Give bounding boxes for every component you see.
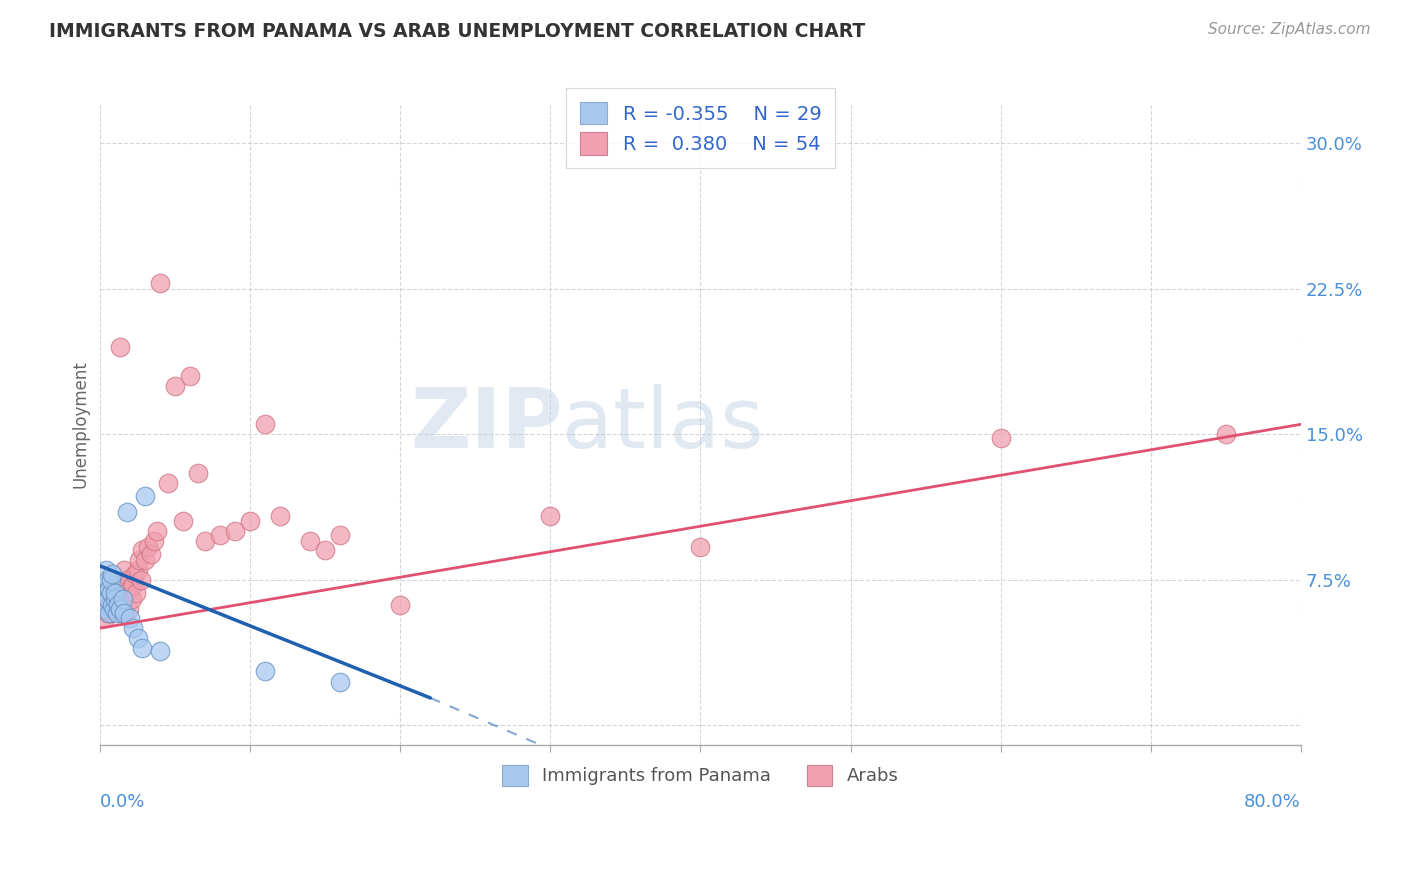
Point — [239, 515, 262, 529]
Point — [138, 540, 160, 554]
Point — [101, 598, 124, 612]
Point — [97, 573, 120, 587]
Point — [98, 582, 121, 597]
Point — [104, 586, 127, 600]
Point — [107, 586, 129, 600]
Point — [254, 664, 277, 678]
Point — [104, 592, 127, 607]
Point — [254, 417, 277, 432]
Point — [329, 675, 352, 690]
Point — [269, 508, 291, 523]
Point — [101, 606, 124, 620]
Point — [103, 601, 125, 615]
Point — [224, 524, 246, 538]
Point — [118, 601, 141, 615]
Text: atlas: atlas — [562, 384, 765, 465]
Point — [101, 586, 124, 600]
Point — [131, 543, 153, 558]
Point — [96, 563, 118, 577]
Point — [120, 611, 142, 625]
Point — [103, 578, 125, 592]
Point — [104, 592, 127, 607]
Point — [129, 573, 152, 587]
Point — [107, 598, 129, 612]
Point — [98, 598, 121, 612]
Point — [146, 524, 169, 538]
Point — [209, 528, 232, 542]
Point — [115, 586, 138, 600]
Point — [104, 573, 127, 587]
Point — [122, 621, 145, 635]
Point — [389, 598, 412, 612]
Point — [96, 592, 118, 607]
Point — [143, 533, 166, 548]
Point — [120, 582, 142, 597]
Point — [121, 592, 143, 607]
Text: IMMIGRANTS FROM PANAMA VS ARAB UNEMPLOYMENT CORRELATION CHART: IMMIGRANTS FROM PANAMA VS ARAB UNEMPLOYM… — [49, 22, 866, 41]
Point — [100, 582, 122, 597]
Point — [172, 515, 194, 529]
Point — [128, 553, 150, 567]
Point — [112, 606, 135, 620]
Point — [93, 601, 115, 615]
Point — [94, 611, 117, 625]
Point — [149, 644, 172, 658]
Point — [93, 601, 115, 615]
Point — [127, 563, 149, 577]
Point — [156, 475, 179, 490]
Point — [299, 533, 322, 548]
Point — [100, 573, 122, 587]
Point — [97, 592, 120, 607]
Text: 80.0%: 80.0% — [1244, 793, 1301, 811]
Point — [117, 573, 139, 587]
Y-axis label: Unemployment: Unemployment — [72, 360, 89, 488]
Point — [96, 578, 118, 592]
Point — [98, 606, 121, 620]
Point — [134, 489, 156, 503]
Point — [112, 563, 135, 577]
Point — [141, 547, 163, 561]
Text: ZIP: ZIP — [411, 384, 562, 465]
Point — [134, 553, 156, 567]
Point — [990, 431, 1012, 445]
Point — [97, 606, 120, 620]
Point — [105, 606, 128, 620]
Point — [111, 592, 134, 607]
Point — [117, 505, 139, 519]
Point — [101, 566, 124, 581]
Point — [1215, 427, 1237, 442]
Point — [94, 586, 117, 600]
Point — [105, 601, 128, 615]
Point — [127, 631, 149, 645]
Point — [122, 578, 145, 592]
Point — [125, 586, 148, 600]
Point — [179, 368, 201, 383]
Point — [329, 528, 352, 542]
Point — [149, 276, 172, 290]
Point — [111, 578, 134, 592]
Point — [108, 340, 131, 354]
Point — [187, 466, 209, 480]
Point — [110, 606, 132, 620]
Legend: Immigrants from Panama, Arabs: Immigrants from Panama, Arabs — [495, 758, 905, 793]
Point — [100, 586, 122, 600]
Point — [165, 378, 187, 392]
Text: Source: ZipAtlas.com: Source: ZipAtlas.com — [1208, 22, 1371, 37]
Point — [540, 508, 562, 523]
Text: 0.0%: 0.0% — [100, 793, 146, 811]
Point — [689, 540, 711, 554]
Point — [314, 543, 336, 558]
Point — [131, 640, 153, 655]
Point — [194, 533, 217, 548]
Point — [124, 566, 146, 581]
Point — [108, 601, 131, 615]
